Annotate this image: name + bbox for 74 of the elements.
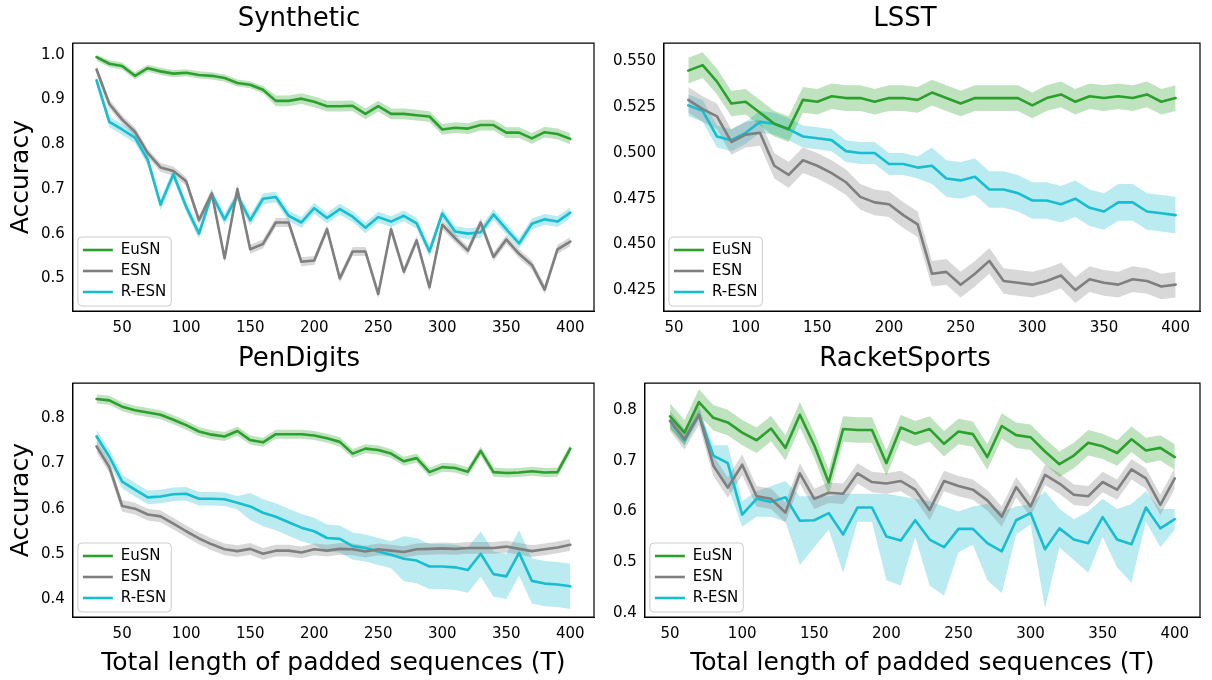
legend-label: EuSN [711, 239, 752, 258]
x-tick-label: 400 [1160, 623, 1190, 642]
x-tick-label: 300 [1017, 317, 1047, 336]
x-tick-label: 300 [1016, 623, 1045, 642]
x-tick-label: 400 [555, 317, 585, 336]
x-axis-title: Total length of padded sequences (T) [689, 646, 1155, 676]
x-tick-label: 100 [171, 623, 201, 642]
y-tick-label: 0.475 [612, 188, 656, 207]
y-tick-label: 0.425 [612, 280, 656, 299]
x-tick-label: 200 [874, 317, 904, 336]
legend-label: ESN [692, 566, 724, 585]
x-tick-label: 50 [112, 623, 132, 642]
chart-title: LSST [873, 2, 937, 33]
x-tick-label: 50 [112, 317, 132, 336]
legend-label: R-ESN [120, 587, 167, 606]
y-tick-label: 0.7 [41, 453, 65, 472]
y-tick-label: 1.0 [41, 44, 65, 63]
y-tick-label: 0.4 [41, 588, 65, 607]
x-tick-label: 100 [731, 317, 760, 336]
x-tick-label: 150 [802, 317, 832, 336]
x-tick-label: 350 [491, 317, 521, 336]
y-tick-label: 0.4 [613, 603, 637, 622]
y-tick-label: 0.5 [41, 543, 65, 562]
chart-title: RacketSports [819, 342, 991, 373]
x-tick-label: 250 [363, 317, 393, 336]
y-tick-label: 0.7 [41, 178, 65, 197]
y-tick-label: 0.550 [612, 51, 656, 70]
y-tick-label: 0.8 [41, 134, 65, 153]
legend-label: EuSN [120, 239, 161, 258]
legend-label: ESN [120, 566, 152, 585]
y-axis-title: Accuracy [4, 442, 34, 558]
x-axis-title: Total length of padded sequences (T) [100, 646, 566, 676]
chart-title: PenDigits [238, 342, 360, 373]
y-tick-label: 0.6 [41, 223, 65, 242]
x-tick-label: 150 [235, 623, 265, 642]
x-tick-label: 350 [1088, 623, 1117, 642]
x-tick-label: 300 [427, 317, 457, 336]
legend-label: R-ESN [120, 281, 167, 300]
legend-label: R-ESN [692, 587, 739, 606]
legend-label: EuSN [692, 545, 733, 564]
x-tick-label: 350 [1089, 317, 1119, 336]
x-tick-label: 350 [491, 623, 521, 642]
x-tick-label: 200 [299, 317, 329, 336]
y-tick-label: 0.8 [41, 408, 65, 427]
y-tick-label: 0.6 [41, 498, 65, 517]
x-tick-label: 300 [427, 623, 457, 642]
x-tick-label: 150 [799, 623, 829, 642]
x-tick-label: 100 [727, 623, 757, 642]
y-tick-label: 0.450 [612, 234, 656, 253]
x-tick-label: 250 [946, 317, 975, 336]
y-tick-label: 0.525 [612, 97, 656, 116]
x-tick-label: 100 [171, 317, 201, 336]
legend-label: EuSN [120, 545, 161, 564]
legend-label: ESN [711, 260, 743, 279]
x-tick-label: 150 [235, 317, 265, 336]
x-tick-label: 200 [299, 623, 329, 642]
x-tick-label: 50 [660, 623, 680, 642]
x-tick-label: 250 [363, 623, 393, 642]
y-tick-label: 0.5 [613, 552, 637, 571]
y-axis-title: Accuracy [4, 119, 34, 235]
legend-label: ESN [120, 260, 152, 279]
y-tick-label: 0.8 [613, 399, 637, 418]
x-tick-label: 50 [664, 317, 684, 336]
x-tick-label: 400 [555, 623, 585, 642]
legend-label: R-ESN [711, 281, 758, 300]
y-tick-label: 0.500 [612, 142, 656, 161]
chart-title: Synthetic [237, 2, 361, 33]
x-tick-label: 400 [1161, 317, 1190, 336]
x-tick-label: 250 [944, 623, 973, 642]
y-tick-label: 0.9 [41, 89, 65, 108]
y-tick-label: 0.6 [613, 501, 637, 520]
y-tick-label: 0.7 [613, 450, 637, 469]
y-tick-label: 0.5 [41, 268, 65, 287]
x-tick-label: 200 [872, 623, 901, 642]
